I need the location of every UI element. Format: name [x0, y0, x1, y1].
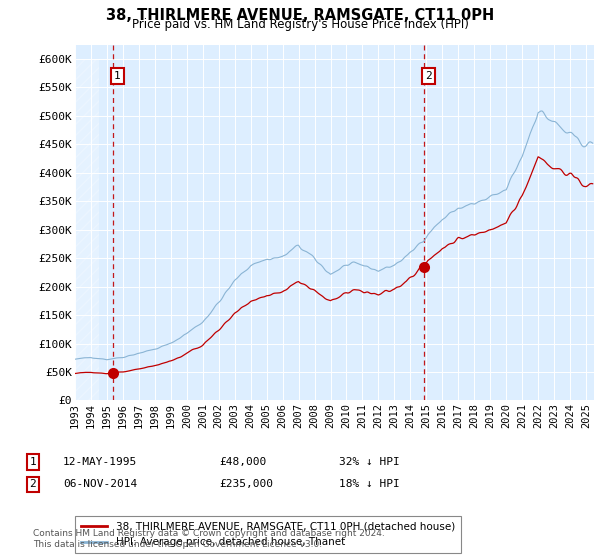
Text: 38, THIRLMERE AVENUE, RAMSGATE, CT11 0PH: 38, THIRLMERE AVENUE, RAMSGATE, CT11 0PH — [106, 8, 494, 24]
Text: 2: 2 — [29, 479, 37, 489]
Text: 2: 2 — [425, 71, 432, 81]
Text: Price paid vs. HM Land Registry's House Price Index (HPI): Price paid vs. HM Land Registry's House … — [131, 18, 469, 31]
Text: Contains HM Land Registry data © Crown copyright and database right 2024.
This d: Contains HM Land Registry data © Crown c… — [33, 529, 385, 549]
Text: 12-MAY-1995: 12-MAY-1995 — [63, 457, 137, 467]
Text: 1: 1 — [114, 71, 121, 81]
Text: 06-NOV-2014: 06-NOV-2014 — [63, 479, 137, 489]
Text: 32% ↓ HPI: 32% ↓ HPI — [339, 457, 400, 467]
Text: 1: 1 — [29, 457, 37, 467]
Text: £48,000: £48,000 — [219, 457, 266, 467]
Text: 18% ↓ HPI: 18% ↓ HPI — [339, 479, 400, 489]
Legend: 38, THIRLMERE AVENUE, RAMSGATE, CT11 0PH (detached house), HPI: Average price, d: 38, THIRLMERE AVENUE, RAMSGATE, CT11 0PH… — [75, 516, 461, 553]
Text: £235,000: £235,000 — [219, 479, 273, 489]
